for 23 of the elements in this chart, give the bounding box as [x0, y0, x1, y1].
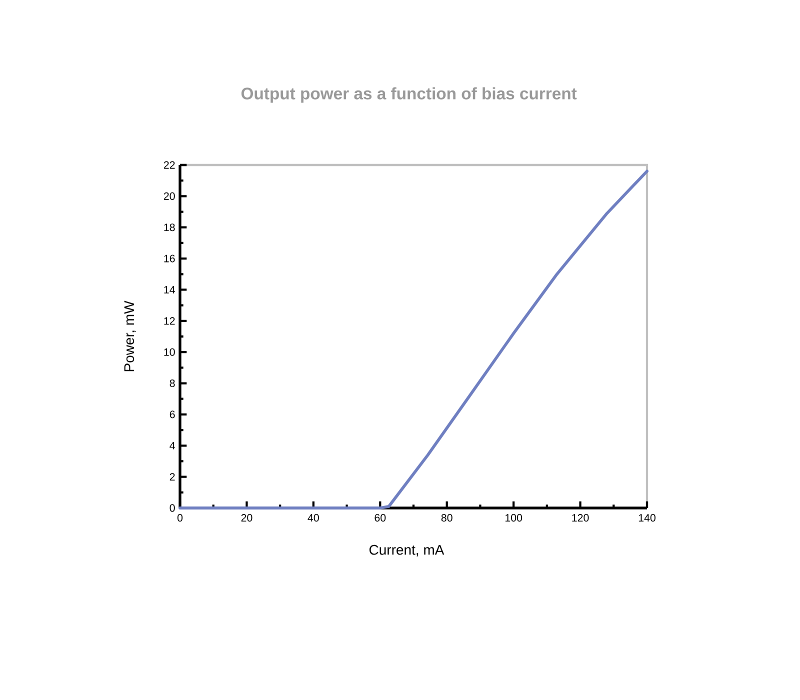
x-tick-label: 120: [572, 514, 589, 522]
x-tick-label: 60: [374, 514, 386, 522]
chart-title: Output power as a function of bias current: [241, 87, 577, 103]
x-axis-title: Current, mA: [369, 544, 444, 556]
y-axis-title: Power, mW: [124, 300, 136, 372]
x-tick-label: 40: [308, 514, 319, 522]
y-tick-label: 14: [164, 286, 175, 294]
y-tick-label: 10: [164, 348, 175, 356]
y-tick-label: 4: [170, 442, 175, 450]
y-tick-label: 0: [170, 504, 175, 512]
x-tick-label: 20: [241, 514, 252, 522]
y-tick-label: 12: [164, 317, 175, 325]
y-tick-label: 20: [164, 192, 175, 200]
y-tick-label: 8: [170, 379, 175, 388]
x-tick-label: 100: [505, 514, 522, 522]
x-tick-label: 0: [177, 514, 183, 522]
y-tick-label: 2: [170, 473, 175, 481]
x-tick-label: 80: [441, 514, 452, 522]
y-tick-label: 16: [164, 254, 175, 262]
y-tick-label: 18: [164, 224, 175, 232]
y-tick-label: 22: [164, 161, 175, 169]
y-tick-label: 6: [170, 410, 175, 418]
x-tick-label: 140: [638, 514, 656, 522]
